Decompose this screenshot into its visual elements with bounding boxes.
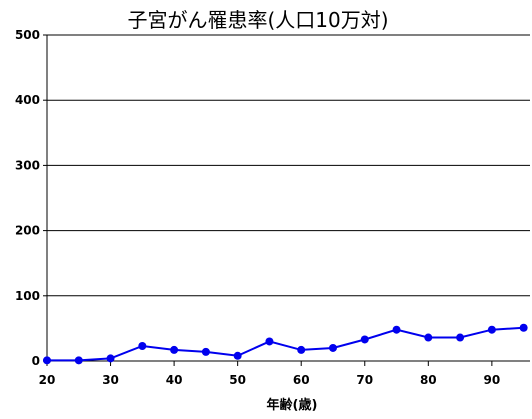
data-point-65 xyxy=(328,343,337,352)
data-point-25 xyxy=(74,356,83,365)
x-tick-label-40: 40 xyxy=(166,373,183,387)
data-point-95 xyxy=(519,323,528,332)
y-tick-label-100: 100 xyxy=(15,289,40,303)
y-tick-labels: 0 100 200 300 400 500 xyxy=(15,28,40,368)
x-tick-label-60: 60 xyxy=(293,373,310,387)
data-point-75 xyxy=(392,325,401,334)
data-point-90 xyxy=(487,325,496,334)
data-point-45 xyxy=(201,347,210,356)
data-point-30 xyxy=(106,354,115,363)
x-tick-label-50: 50 xyxy=(229,373,246,387)
y-tick-label-300: 300 xyxy=(15,158,40,172)
data-point-80 xyxy=(424,333,433,342)
data-point-50 xyxy=(233,351,242,360)
series xyxy=(43,323,528,365)
data-point-40 xyxy=(170,345,179,354)
x-tick-label-30: 30 xyxy=(102,373,119,387)
x-axis-label: 年齢(歳) xyxy=(267,397,318,413)
axes xyxy=(43,34,530,366)
data-point-70 xyxy=(360,335,369,344)
y-tick-label-200: 200 xyxy=(15,224,40,238)
data-point-60 xyxy=(297,345,306,354)
x-tick-label-80: 80 xyxy=(420,373,437,387)
x-tick-labels: 20 30 40 50 60 70 80 90 xyxy=(39,373,501,387)
x-tick-label-20: 20 xyxy=(39,373,56,387)
x-tick-label-90: 90 xyxy=(484,373,501,387)
data-point-35 xyxy=(138,342,147,351)
y-tick-label-400: 400 xyxy=(15,93,40,107)
y-tick-label-500: 500 xyxy=(15,28,40,42)
data-point-20 xyxy=(43,356,51,365)
series-line-0 xyxy=(47,326,524,362)
x-tick-label-70: 70 xyxy=(356,373,373,387)
data-point-55 xyxy=(265,337,274,346)
data-point-85 xyxy=(456,333,465,342)
chart-title: 子宮がん罹患率(人口10万対) xyxy=(127,8,388,32)
gridlines xyxy=(47,34,530,297)
y-tick-label-0: 0 xyxy=(32,354,40,368)
